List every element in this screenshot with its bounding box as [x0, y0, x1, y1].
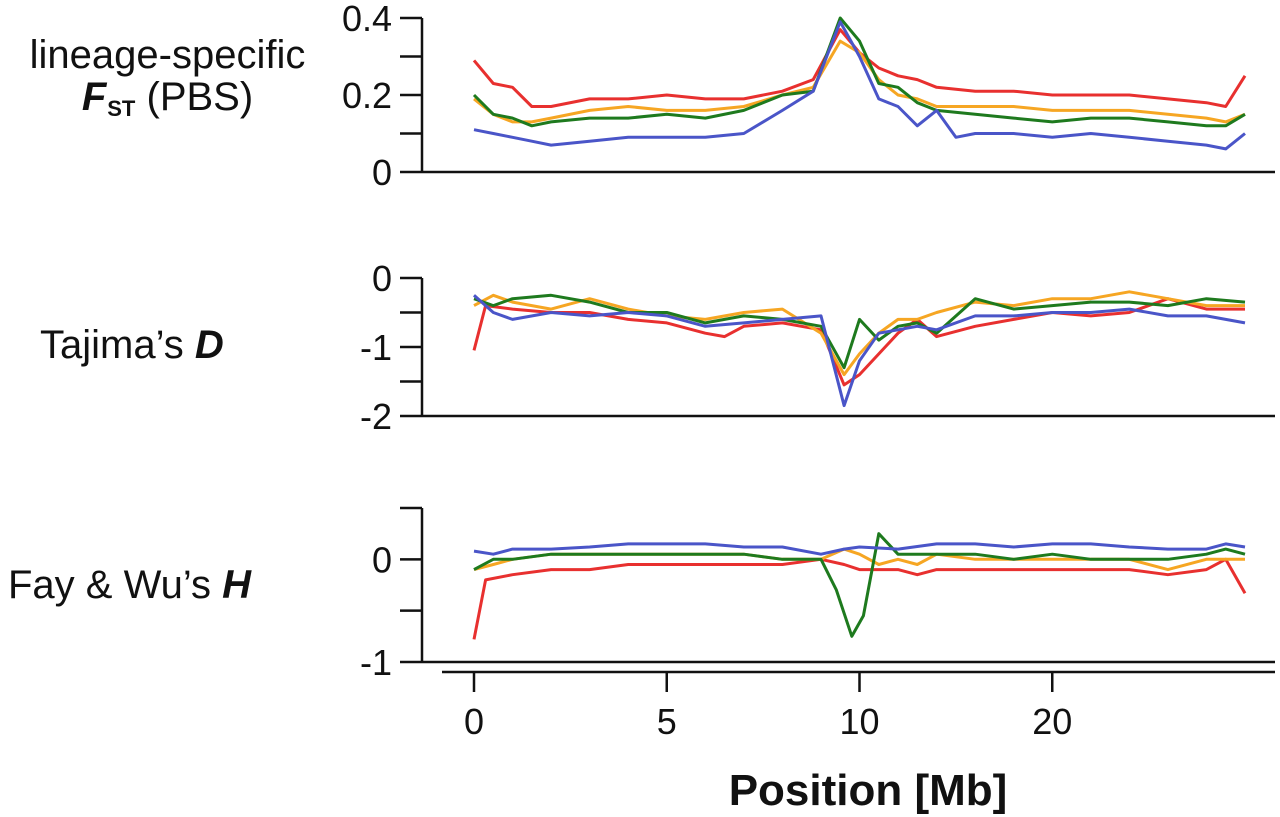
tajima-series-blue: [473, 294, 1246, 408]
fst-ylabel-sub: ST: [107, 96, 136, 121]
fst-ytick-label-4: 0.4: [342, 0, 392, 39]
xtick-label-3: 20: [1032, 701, 1072, 742]
faywu-series-green: [473, 532, 1246, 638]
fst-series-orange: [473, 39, 1246, 124]
tajima-ylabel-d: D: [194, 323, 224, 367]
tajima-series-green: [473, 293, 1246, 370]
tajima-series-orange: [473, 290, 1245, 377]
faywu-ylabel: Fay & Wu’s H: [8, 564, 251, 606]
fst-ylabel-line1: lineage-specific: [29, 33, 306, 77]
faywu-ylabel-h: H: [222, 563, 252, 607]
faywu-ylabel-text: Fay & Wu’s: [8, 563, 223, 607]
tajima-ytick-label-2: -1: [360, 327, 392, 368]
xtick-label-0: 0: [464, 701, 484, 742]
tajima-ylabel-text: Tajima’s: [40, 323, 195, 367]
tajima-series-red: [472, 297, 1245, 387]
fst-ylabel-rest: (PBS): [146, 75, 254, 119]
fst-ylabel-line2: FST (PBS): [0, 76, 335, 120]
faywu-series-red: [472, 557, 1247, 640]
fst-ylabel-f: F: [81, 75, 107, 119]
fst-ylabel: lineage-specific FST (PBS): [0, 34, 335, 120]
xtick-label-2: 10: [839, 701, 879, 742]
faywu-ytick-label-0: -1: [360, 642, 392, 683]
x-axis-title: Position [Mb]: [729, 766, 1008, 815]
fst-series-green: [472, 16, 1246, 128]
tajima-ytick-label-4: 0: [372, 258, 392, 299]
tajima-ytick-label-0: -2: [360, 396, 392, 437]
fst-series-blue: [473, 20, 1246, 151]
faywu-ytick-label-2: 0: [372, 539, 392, 580]
fst-ytick-label-2: 0.2: [342, 75, 392, 116]
tajima-ylabel: Tajima’s D: [40, 324, 224, 366]
faywu-series-blue: [473, 542, 1246, 556]
fst-ytick-label-0: 0: [372, 152, 392, 193]
xtick-label-1: 5: [657, 701, 677, 742]
